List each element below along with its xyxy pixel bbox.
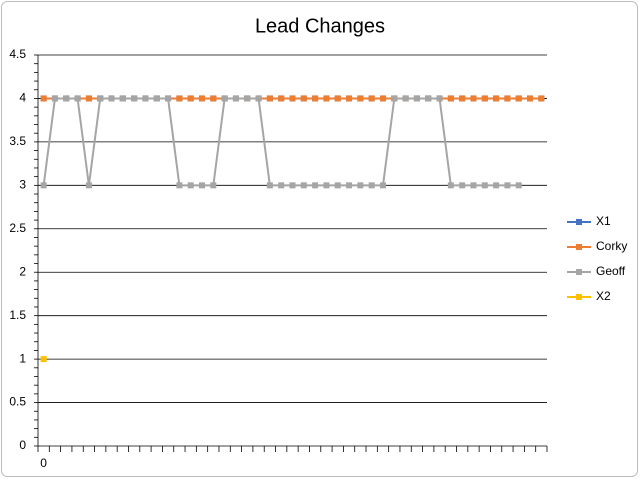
marker — [391, 95, 398, 102]
marker — [131, 95, 138, 102]
marker — [368, 95, 375, 102]
marker — [289, 95, 296, 102]
marker — [255, 95, 262, 102]
marker — [312, 182, 319, 189]
y-tick-label: 4 — [19, 91, 26, 105]
marker — [515, 95, 522, 102]
marker — [357, 95, 364, 102]
marker — [334, 95, 341, 102]
chart-title: Lead Changes — [255, 15, 385, 37]
marker — [289, 182, 296, 189]
marker — [244, 95, 251, 102]
marker — [176, 95, 183, 102]
marker — [278, 182, 285, 189]
marker — [199, 95, 206, 102]
y-tick-label: 1 — [19, 351, 26, 365]
chart-frame — [1, 1, 638, 477]
marker — [278, 95, 285, 102]
marker — [459, 182, 466, 189]
y-tick-label: 0.5 — [9, 395, 26, 409]
marker — [447, 182, 454, 189]
y-tick-label: 3.5 — [9, 134, 26, 148]
marker — [346, 182, 353, 189]
marker — [379, 95, 386, 102]
marker — [40, 356, 47, 363]
legend-label: X2 — [596, 289, 611, 303]
y-tick-label: 3 — [19, 178, 26, 192]
marker — [266, 95, 273, 102]
marker — [323, 95, 330, 102]
marker — [108, 95, 115, 102]
marker — [153, 95, 160, 102]
marker — [493, 182, 500, 189]
marker — [346, 95, 353, 102]
marker — [187, 95, 194, 102]
marker — [481, 95, 488, 102]
marker — [97, 95, 104, 102]
marker — [40, 95, 47, 102]
marker — [119, 95, 126, 102]
marker — [527, 95, 534, 102]
marker — [85, 95, 92, 102]
marker — [538, 95, 545, 102]
marker — [357, 182, 364, 189]
marker — [504, 95, 511, 102]
y-tick-label: 1.5 — [9, 308, 26, 322]
y-tick-label: 4.5 — [9, 47, 26, 61]
marker — [187, 182, 194, 189]
marker — [176, 182, 183, 189]
marker — [63, 95, 70, 102]
marker — [300, 95, 307, 102]
marker — [425, 95, 432, 102]
marker — [402, 95, 409, 102]
legend-marker — [576, 219, 582, 225]
marker — [300, 182, 307, 189]
marker — [221, 95, 228, 102]
marker — [379, 182, 386, 189]
legend-label: Corky — [596, 239, 627, 253]
legend-marker — [576, 294, 582, 300]
legend-marker — [576, 269, 582, 275]
marker — [413, 95, 420, 102]
marker — [142, 95, 149, 102]
marker — [459, 95, 466, 102]
marker — [199, 182, 206, 189]
marker — [368, 182, 375, 189]
marker — [481, 182, 488, 189]
marker — [470, 182, 477, 189]
marker — [504, 182, 511, 189]
y-tick-label: 2.5 — [9, 221, 26, 235]
marker — [470, 95, 477, 102]
marker — [210, 182, 217, 189]
marker — [312, 95, 319, 102]
marker — [493, 95, 500, 102]
marker — [266, 182, 273, 189]
marker — [447, 95, 454, 102]
marker — [436, 95, 443, 102]
marker — [232, 95, 239, 102]
y-tick-label: 2 — [19, 264, 26, 278]
marker — [40, 182, 47, 189]
legend-label: X1 — [596, 214, 611, 228]
marker — [51, 95, 58, 102]
legend-label: Geoff — [596, 264, 626, 278]
marker — [85, 182, 92, 189]
marker — [323, 182, 330, 189]
marker — [515, 182, 522, 189]
marker — [334, 182, 341, 189]
marker — [74, 95, 81, 102]
y-tick-label: 0 — [19, 438, 26, 452]
marker — [165, 95, 172, 102]
x-tick-label: 0 — [40, 456, 47, 470]
marker — [210, 95, 217, 102]
legend-marker — [576, 244, 582, 250]
